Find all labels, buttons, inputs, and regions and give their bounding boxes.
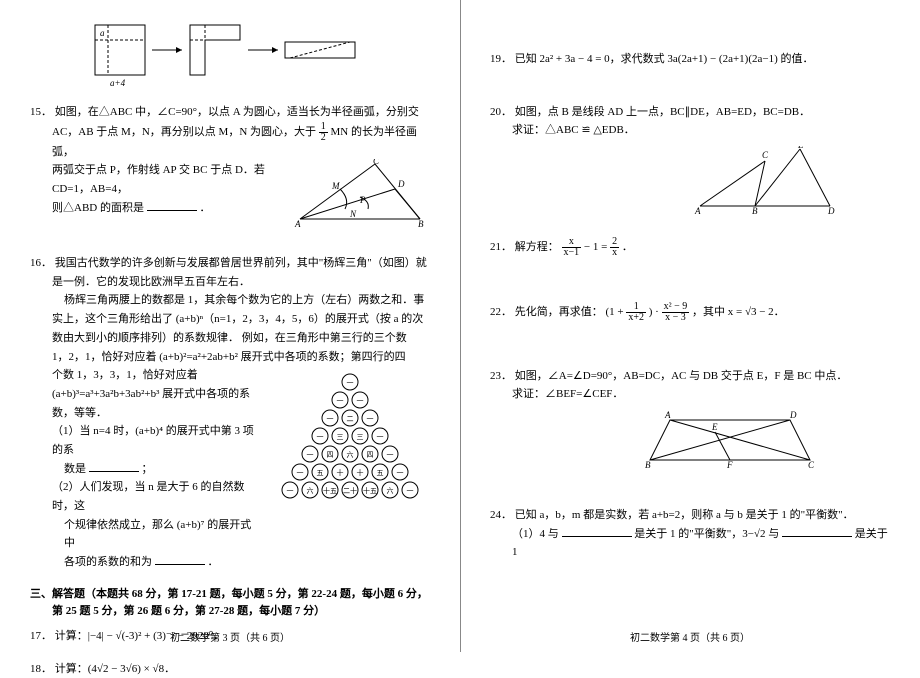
q20-figure: A B C D E: [690, 146, 890, 223]
svg-text:B: B: [418, 219, 424, 229]
svg-text:N: N: [349, 209, 357, 219]
section-3-title: 三、解答题（本题共 68 分，第 17-21 题，每小题 5 分，第 22-24…: [30, 586, 430, 621]
svg-text:D: D: [397, 179, 405, 189]
svg-text:五: 五: [317, 469, 324, 477]
q24-blank2: [782, 525, 852, 537]
question-24: 24． 已知 a，b，m 都是实数，若 a+b=2，则称 a 与 b 是关于 1…: [490, 506, 890, 562]
q16-blank2: [155, 553, 205, 565]
svg-text:一: 一: [397, 469, 404, 477]
fold-figure: a a+4: [90, 20, 430, 93]
footer-right: 初二数学第 4 页（共 6 页）: [460, 629, 920, 644]
left-column: a a+4 15． 如图，在△ABC 中，∠C=90°，以点 A 为圆心，适当长…: [0, 0, 460, 652]
fold-svg: a a+4: [90, 20, 390, 90]
svg-text:六: 六: [307, 486, 314, 495]
question-20: 20． 如图，点 B 是线段 AD 上一点，BC∥DE，AB=ED，BC=DB．…: [490, 103, 890, 223]
svg-text:F: F: [726, 460, 733, 470]
svg-text:A: A: [664, 410, 671, 420]
svg-text:二: 二: [347, 415, 354, 423]
svg-text:三: 三: [337, 433, 344, 441]
svg-text:一: 一: [317, 433, 324, 441]
q16-blank1: [89, 460, 139, 472]
fold-label-a4: a+4: [110, 78, 126, 88]
svg-text:四: 四: [367, 451, 374, 459]
svg-text:一: 一: [307, 451, 314, 459]
question-22: 22． 先化简，再求值： (1 + 1x+2 ) · x² − 9x − 3 ，…: [490, 302, 890, 323]
svg-text:M: M: [331, 181, 340, 191]
svg-text:B: B: [752, 206, 758, 216]
question-15: 15． 如图，在△ABC 中，∠C=90°，以点 A 为圆心，适当长为半径画弧，…: [30, 103, 430, 240]
svg-text:A: A: [694, 206, 701, 216]
question-16: 16． 我国古代数学的许多创新与发展都曾居世界前列，其中"杨辉三角"（如图）就 …: [30, 254, 430, 572]
svg-text:五: 五: [377, 469, 384, 477]
svg-text:四: 四: [327, 451, 334, 459]
svg-text:一: 一: [367, 415, 374, 423]
svg-text:一: 一: [377, 433, 384, 441]
question-19: 19． 已知 2a² + 3a − 4 = 0，求代数式 3a(2a+1) − …: [490, 50, 890, 69]
question-18: 18． 计算：(4√2 − 3√6) × √8．: [30, 660, 430, 678]
question-21: 21． 解方程： xx−1 − 1 = 2x ．: [490, 237, 890, 258]
pascal-triangle: 一一一一二一一三三一一四六四一一五十十五一一六十五二十十五六一: [270, 370, 430, 512]
svg-text:十: 十: [357, 468, 364, 477]
svg-text:一: 一: [337, 397, 344, 405]
svg-text:C: C: [762, 150, 769, 160]
q23-figure: A D B C E F: [640, 410, 890, 477]
q15-l1: 如图，在△ABC 中，∠C=90°，以点 A 为圆心，适当长为半径画弧，分别交: [55, 106, 419, 118]
svg-text:D: D: [827, 206, 835, 216]
q24-blank1: [562, 525, 632, 537]
svg-text:十五: 十五: [363, 486, 377, 495]
footer-left: 初二数学第 3 页（共 6 页）: [0, 629, 460, 644]
q16-num: 16．: [30, 257, 52, 269]
svg-text:B: B: [645, 460, 651, 470]
q15-l4b: ．: [199, 202, 210, 214]
svg-text:E: E: [711, 422, 718, 432]
svg-text:一: 一: [357, 397, 364, 405]
svg-text:A: A: [294, 219, 301, 229]
svg-text:一: 一: [347, 379, 354, 387]
svg-text:二十: 二十: [343, 486, 357, 495]
right-column: 19． 已知 2a² + 3a − 4 = 0，求代数式 3a(2a+1) − …: [460, 0, 920, 652]
svg-text:十: 十: [337, 468, 344, 477]
q15-triangle: A B C D M N P: [290, 159, 430, 236]
q15-num: 15．: [30, 106, 52, 118]
q15-l3: 两弧交于点 P，作射线 AP 交 BC 于点 D．若 CD=1，AB=4，: [52, 164, 265, 195]
svg-text:三: 三: [357, 433, 364, 441]
q15-l4a: 则△ABD 的面积是: [52, 202, 144, 214]
svg-text:一: 一: [287, 487, 294, 495]
fold-label-a: a: [100, 28, 105, 38]
svg-text:P: P: [359, 195, 366, 205]
svg-text:D: D: [789, 410, 797, 420]
svg-text:一: 一: [327, 415, 334, 423]
svg-text:一: 一: [297, 469, 304, 477]
svg-text:十五: 十五: [323, 486, 337, 495]
q15-blank: [147, 199, 197, 211]
svg-text:E: E: [797, 146, 804, 150]
q15-l2a: AC，AB 于点 M，N，再分别以点 M，N 为圆心，大于: [52, 126, 316, 138]
svg-text:六: 六: [387, 486, 394, 495]
svg-text:一: 一: [387, 451, 394, 459]
svg-text:六: 六: [347, 450, 354, 459]
svg-text:C: C: [808, 460, 815, 470]
question-23: 23． 如图，∠A=∠D=90°，AB=DC，AC 与 DB 交于点 E，F 是…: [490, 367, 890, 477]
svg-text:C: C: [373, 159, 380, 166]
svg-text:一: 一: [407, 487, 414, 495]
